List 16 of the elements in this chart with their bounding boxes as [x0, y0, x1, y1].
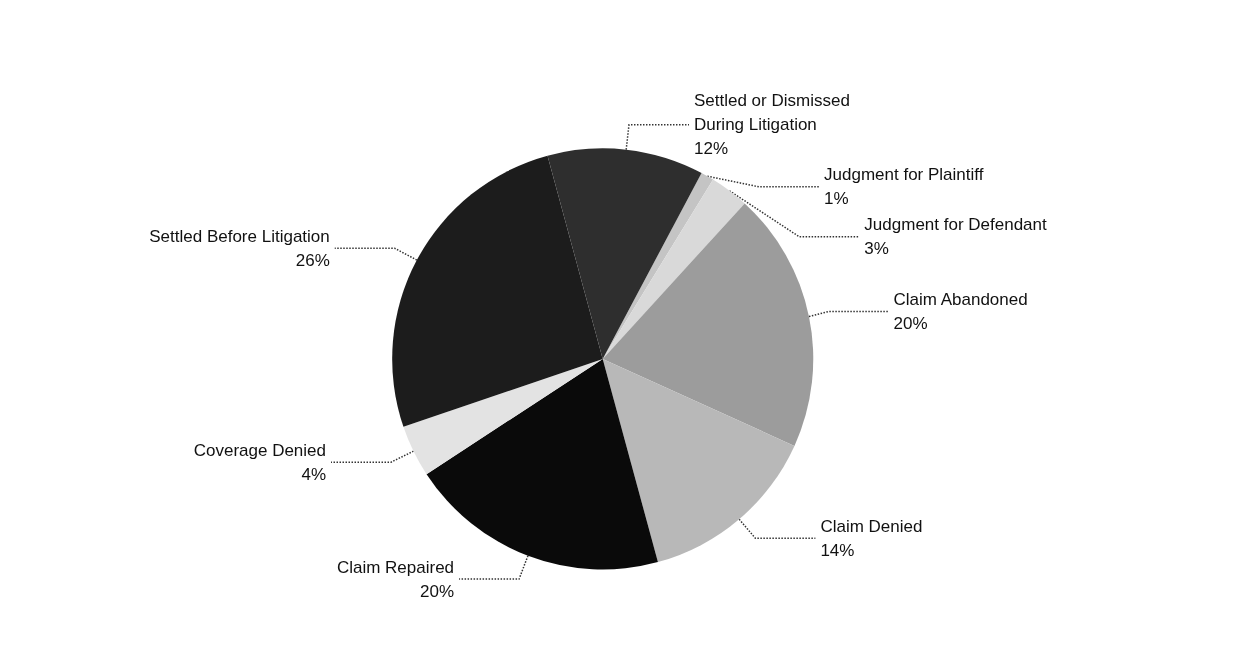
slice-label: Judgment for Defendant — [864, 215, 1048, 235]
data-label: 12% — [693, 139, 729, 159]
data-label: 26% — [295, 250, 330, 270]
data-label: 20% — [420, 581, 455, 601]
slice-label: Settled Before Litigation — [149, 226, 330, 246]
slice-label: Claim Abandoned — [893, 290, 1028, 310]
slice-label: Settled or Dismissed During Litigation — [693, 91, 855, 135]
slice-label: Claim Denied — [820, 516, 923, 536]
data-label: 1% — [824, 189, 849, 209]
data-label: 3% — [864, 239, 889, 259]
slice-label: Coverage Denied — [193, 440, 327, 460]
slice-label: Claim Repaired — [336, 557, 455, 577]
data-label: 14% — [820, 540, 855, 560]
slice-label: Judgment for Plaintiff — [824, 165, 984, 185]
data-label: 4% — [301, 464, 327, 484]
data-label: 20% — [893, 314, 928, 334]
